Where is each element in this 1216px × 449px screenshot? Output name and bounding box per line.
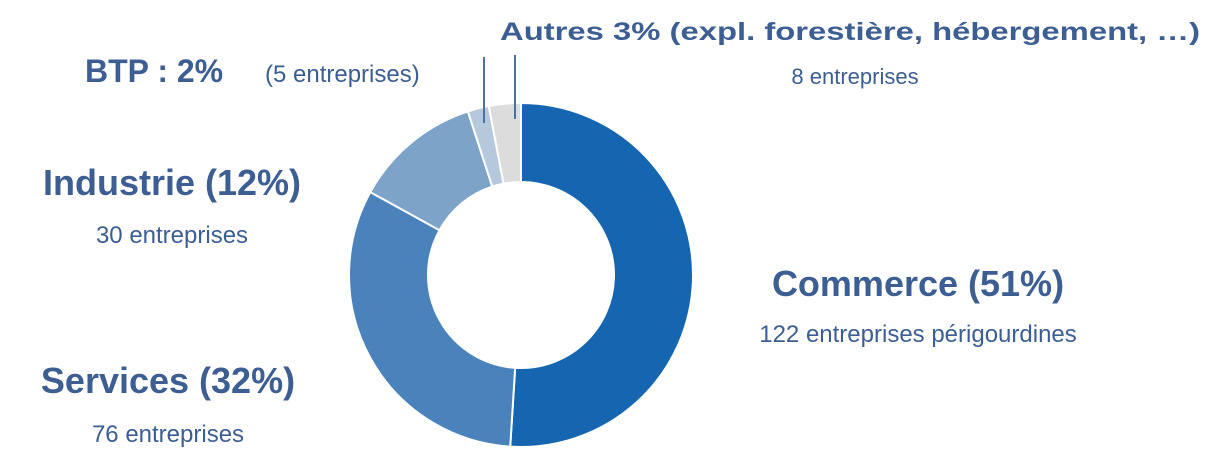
category-label: Autres 3% (expl. forestière, hébergement… (500, 18, 1200, 46)
category-label: Commerce (51%) (772, 263, 1064, 304)
category-note: 122 entreprises périgourdines (759, 321, 1077, 348)
donut-slice (509, 101, 694, 448)
category-note: 30 entreprises (96, 222, 248, 249)
donut-slice (487, 101, 522, 185)
category-note: (5 entreprises) (265, 61, 420, 88)
category-note: 76 entreprises (92, 421, 244, 448)
category-label: Industrie (12%) (43, 162, 301, 203)
category-label: BTP : 2% (85, 53, 223, 89)
category-label: Services (32%) (41, 360, 295, 401)
category-note: 8 entreprises (791, 64, 918, 89)
donut (347, 101, 694, 448)
donut-slice (347, 190, 517, 448)
